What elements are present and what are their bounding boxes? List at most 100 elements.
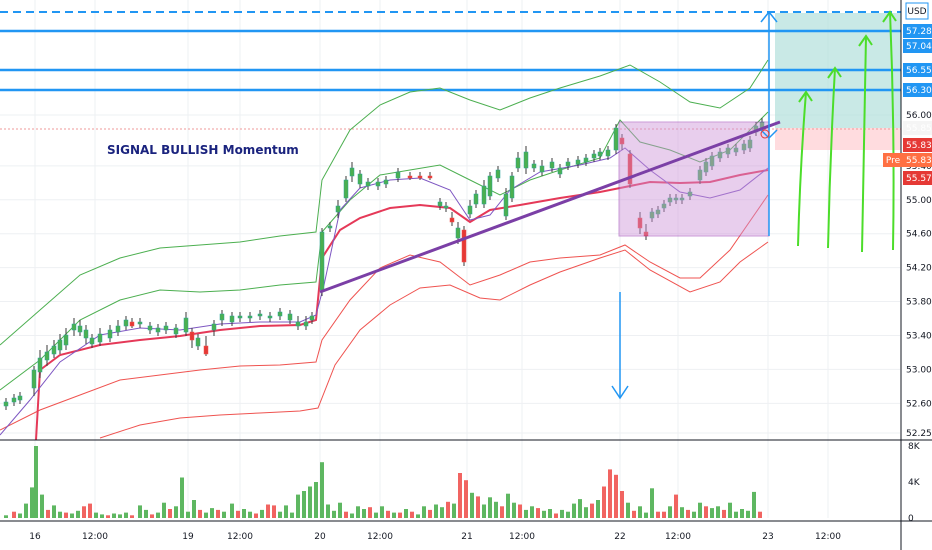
price-tag bbox=[903, 63, 932, 77]
candle-body bbox=[605, 149, 611, 157]
candle-body bbox=[461, 229, 467, 263]
candle-body bbox=[565, 161, 571, 167]
volume-bar bbox=[30, 487, 34, 518]
volume-bar bbox=[290, 512, 294, 518]
time-label: 12:00 bbox=[815, 532, 841, 542]
volume-bar bbox=[12, 511, 16, 518]
volume-bar bbox=[500, 506, 504, 518]
volume-bar bbox=[404, 509, 408, 518]
volume-bar bbox=[320, 462, 324, 518]
candle-body bbox=[375, 181, 381, 187]
signal-annotation: SIGNAL BULLISH Momentum bbox=[107, 143, 299, 157]
volume-bar bbox=[192, 500, 196, 518]
candle-body bbox=[703, 161, 709, 173]
volume-bar bbox=[118, 514, 122, 518]
candle-body bbox=[37, 357, 43, 373]
candle-body bbox=[443, 205, 449, 209]
volume-bar bbox=[734, 511, 738, 518]
candle-body bbox=[97, 333, 103, 343]
candle-body bbox=[31, 369, 37, 389]
time-label: 19 bbox=[182, 532, 194, 542]
candle-body bbox=[583, 157, 589, 163]
chart-grid bbox=[0, 0, 900, 518]
price-tick-label: 55.00 bbox=[906, 196, 932, 206]
candle-body bbox=[395, 171, 401, 179]
volume-bar bbox=[70, 513, 74, 518]
candle-body bbox=[725, 147, 731, 155]
candle-body bbox=[637, 217, 643, 229]
drawing-overlays bbox=[319, 10, 897, 400]
volume-bar bbox=[144, 509, 148, 518]
price-tag bbox=[903, 121, 932, 135]
candle-body bbox=[467, 205, 473, 215]
volume-bar bbox=[248, 511, 252, 518]
volume-bar bbox=[100, 514, 104, 518]
volume-bar bbox=[186, 511, 190, 518]
bullish-arrow bbox=[861, 35, 867, 253]
candle-body bbox=[643, 231, 649, 237]
volume-bar bbox=[470, 492, 474, 518]
candle-body bbox=[147, 325, 153, 331]
volume-bar bbox=[620, 491, 624, 518]
volume-bar bbox=[94, 512, 98, 518]
candle-body bbox=[349, 167, 355, 177]
volume-bar bbox=[58, 511, 62, 518]
stop-arrow-head bbox=[760, 129, 778, 140]
volume-bar bbox=[638, 506, 642, 518]
volume-bar bbox=[332, 510, 336, 518]
price-tick-label: 54.20 bbox=[906, 264, 932, 274]
price-tick-label: 52.25 bbox=[906, 429, 932, 439]
last-price-marker bbox=[760, 129, 770, 139]
band-lower-inner bbox=[0, 194, 769, 431]
volume-bar bbox=[374, 512, 378, 518]
candle-body bbox=[495, 169, 501, 179]
volume-bar bbox=[284, 505, 288, 518]
volume-bar bbox=[722, 509, 726, 518]
volume-bar bbox=[710, 508, 714, 518]
candle-body bbox=[71, 323, 77, 331]
candle-body bbox=[115, 325, 121, 333]
price-tick-label: 54.60 bbox=[906, 230, 932, 240]
candle-body bbox=[57, 339, 63, 351]
volume-bar bbox=[174, 506, 178, 518]
volume-bar bbox=[52, 505, 56, 518]
candle-body bbox=[229, 315, 235, 323]
candle-body bbox=[613, 127, 619, 151]
volume-bar bbox=[716, 506, 720, 518]
candle-body bbox=[503, 193, 509, 217]
price-tag bbox=[903, 153, 932, 167]
candle-body bbox=[89, 337, 95, 345]
volume-bar bbox=[156, 512, 160, 518]
candle-body bbox=[487, 175, 493, 197]
trend-line bbox=[319, 120, 781, 294]
volume-bar bbox=[686, 509, 690, 518]
volume-bar bbox=[752, 491, 756, 518]
band-lower-outer bbox=[99, 241, 769, 439]
bullish-arrow bbox=[797, 91, 807, 247]
volume-bar bbox=[626, 502, 630, 518]
candle-body bbox=[335, 205, 341, 213]
volume-bar bbox=[180, 477, 184, 518]
price-tag-label: 56.55 bbox=[906, 66, 932, 76]
consolidation-box bbox=[618, 121, 770, 237]
volume-bar bbox=[548, 509, 552, 518]
pre-market-label: Pre bbox=[886, 156, 901, 166]
price-tag-label: 56.30 bbox=[906, 86, 932, 96]
candle-body bbox=[619, 137, 625, 145]
candle-body bbox=[557, 167, 563, 175]
candle-body bbox=[237, 315, 243, 319]
candle-body bbox=[211, 323, 217, 331]
volume-bar bbox=[260, 509, 264, 518]
volume-bar bbox=[40, 494, 44, 518]
bullish-arrow-head bbox=[827, 66, 842, 79]
volume-bar bbox=[368, 507, 372, 518]
price-tag bbox=[903, 171, 932, 185]
volume-bar bbox=[242, 509, 246, 518]
volume-bar bbox=[386, 510, 390, 518]
candle-body bbox=[709, 155, 715, 167]
volume-bar bbox=[34, 446, 38, 518]
volume-bar bbox=[464, 480, 468, 518]
volume-bar bbox=[64, 512, 68, 518]
